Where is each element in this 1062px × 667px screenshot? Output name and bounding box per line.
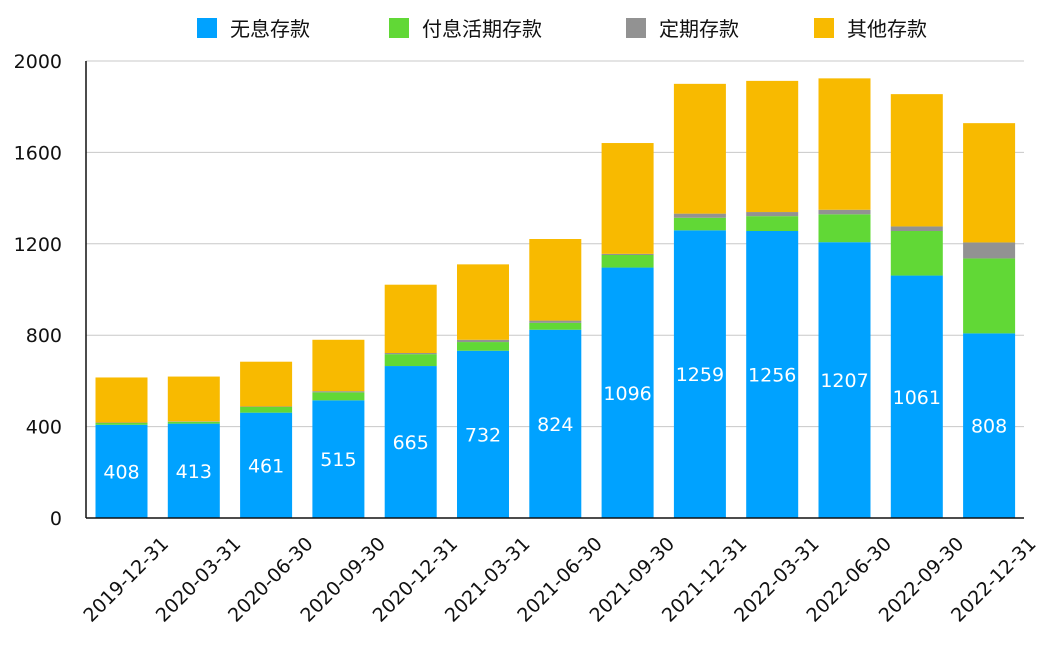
y-tick-label: 400 — [26, 417, 62, 439]
bar-segment — [312, 400, 365, 518]
legend-label: 付息活期存款 — [422, 17, 542, 41]
bar-stack: 515 — [312, 339, 365, 518]
bar-stack: 808 — [963, 123, 1016, 518]
data-label: 515 — [320, 449, 356, 471]
bar-segment — [312, 392, 365, 401]
bar-segment — [167, 423, 220, 518]
legend-swatch — [197, 18, 217, 38]
legend-swatch — [389, 18, 409, 38]
bar-segment — [963, 258, 1016, 334]
y-tick-label: 800 — [26, 325, 62, 347]
bar-segment — [240, 361, 293, 407]
bar-segment — [384, 284, 437, 354]
data-label: 732 — [465, 424, 501, 446]
bar-segment — [963, 123, 1016, 243]
y-tick-label: 1600 — [14, 142, 62, 164]
data-label: 1096 — [603, 383, 651, 405]
legend-item: 其他存款 — [814, 17, 927, 41]
bar-segment — [890, 226, 943, 232]
bar-segment — [457, 339, 509, 343]
data-label: 824 — [537, 414, 573, 436]
data-label: 665 — [393, 432, 429, 454]
bar-segment — [167, 376, 220, 422]
data-label: 808 — [971, 416, 1007, 438]
bar-stack: 1061 — [890, 94, 943, 518]
bar-segment — [818, 214, 871, 243]
bar-segment — [529, 239, 582, 321]
bar-stack: 665 — [384, 284, 437, 518]
bar-stack: 824 — [529, 239, 582, 518]
y-tick-label: 1200 — [14, 234, 62, 256]
y-axis-tick-labels: 0 400 800 1200 1600 2000 — [14, 51, 62, 530]
y-tick-label: 2000 — [14, 51, 62, 73]
bar-segment — [890, 94, 943, 227]
x-axis-tick-labels: 2019-12-312020-03-312020-06-302020-09-30… — [79, 533, 1040, 627]
legend-label: 其他存款 — [847, 17, 927, 41]
bar-stack: 1259 — [673, 83, 726, 519]
axes — [85, 61, 1024, 519]
bar-stack: 413 — [167, 376, 220, 518]
legend-label: 定期存款 — [659, 17, 739, 41]
bar-segment — [818, 209, 871, 215]
data-label: 408 — [103, 461, 139, 483]
legend-item: 无息存款 — [197, 17, 310, 41]
bar-segment — [384, 353, 437, 355]
bar-segment — [746, 80, 799, 213]
bar-segment — [818, 242, 871, 518]
bar-segment — [529, 320, 582, 323]
bar-segment — [95, 377, 148, 423]
data-label: 461 — [248, 455, 284, 477]
legend-swatch — [814, 18, 834, 38]
bar-segment — [457, 264, 509, 340]
bar-segment — [963, 333, 1016, 518]
bar-stack: 732 — [457, 264, 509, 518]
bar-stack: 461 — [240, 361, 293, 518]
bar-segment — [818, 78, 871, 210]
data-label: 1256 — [748, 365, 796, 387]
bar-stack: 1096 — [601, 143, 654, 518]
bar-segment — [312, 391, 365, 393]
bar-segment — [95, 422, 148, 425]
bar-segment — [673, 83, 726, 214]
data-label: 1061 — [893, 387, 941, 409]
bar-segment — [673, 217, 726, 231]
legend-item: 付息活期存款 — [389, 17, 542, 41]
y-tick-label: 0 — [50, 508, 62, 530]
data-label: 413 — [176, 461, 212, 483]
legend-swatch — [626, 18, 646, 38]
bar-segment — [601, 253, 654, 255]
bar-segment — [384, 366, 437, 518]
bar-segment — [240, 412, 293, 518]
legend-item: 定期存款 — [626, 17, 739, 41]
bar-segment — [963, 242, 1016, 259]
bar-stack: 1256 — [746, 80, 799, 518]
bar-segment — [746, 216, 799, 232]
bar-segment — [457, 350, 509, 518]
bar-segment — [890, 275, 943, 518]
bar-segment — [673, 230, 726, 519]
bar-segment — [167, 421, 220, 424]
legend-label: 无息存款 — [230, 17, 310, 41]
bar-segment — [746, 231, 799, 518]
bar-segment — [746, 212, 799, 217]
data-label: 1207 — [820, 370, 868, 392]
bar-segment — [384, 354, 437, 367]
bar-stack: 1207 — [818, 78, 871, 518]
bar-segment — [529, 322, 582, 330]
bar-stack: 408 — [95, 377, 148, 518]
bar-segment — [95, 424, 148, 518]
bar-segment — [312, 339, 365, 392]
bar-segment — [601, 143, 654, 254]
bars: 408 413 461 515 665 732 824 1096 1259 1256 1207 106… — [95, 78, 1016, 519]
bar-segment — [457, 342, 509, 351]
bar-segment — [673, 213, 726, 218]
legend: 无息存款 付息活期存款 定期存款 其他存款 — [197, 17, 927, 41]
bar-segment — [601, 267, 654, 518]
bar-segment — [240, 406, 293, 413]
bar-segment — [890, 231, 943, 276]
bar-segment — [529, 329, 582, 518]
bar-segment — [601, 254, 654, 268]
data-label: 1259 — [676, 364, 724, 386]
